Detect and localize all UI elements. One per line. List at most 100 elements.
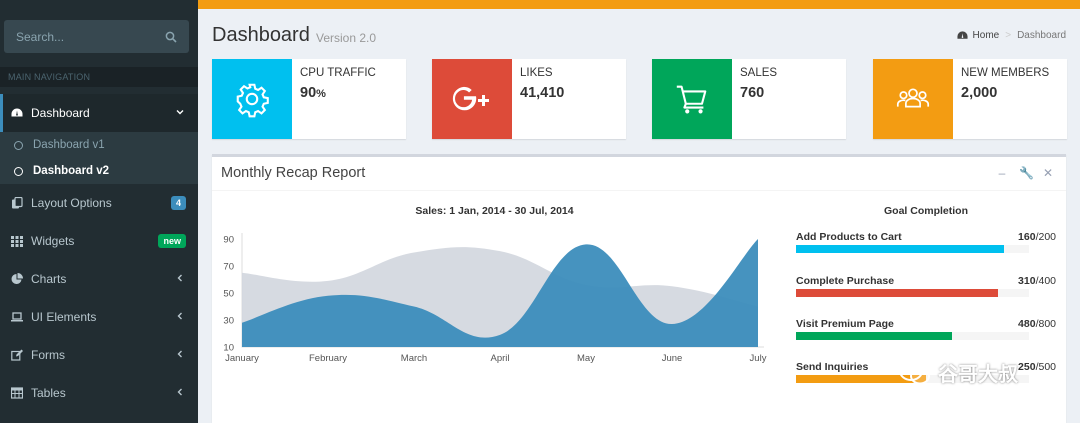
wechat-icon <box>899 360 930 384</box>
sidebar-item-tables[interactable]: Tables <box>0 374 198 412</box>
info-box-likes: LIKES 41,410 <box>432 59 626 139</box>
cpu-unit: % <box>316 88 326 100</box>
x-tick-label: May <box>577 353 595 364</box>
goal-value: 160/200 <box>1018 231 1056 243</box>
x-tick-label: March <box>401 353 427 364</box>
series-area-1 <box>242 239 758 347</box>
search-placeholder: Search... <box>16 29 65 44</box>
sidebar-item-dashboard[interactable]: Dashboard <box>0 94 198 132</box>
sidebar-item-ui-elements[interactable]: UI Elements <box>0 298 198 336</box>
info-box-value: 90% <box>300 85 326 101</box>
goal-item: Visit Premium Page 480/800 <box>796 318 1056 342</box>
nav-header: MAIN NAVIGATION <box>0 67 198 87</box>
users-icon <box>873 59 953 139</box>
circle-icon <box>14 166 23 176</box>
sidebar-item-label: Charts <box>31 272 67 286</box>
info-box-cpu-traffic: CPU TRAFFIC 90% <box>212 59 406 139</box>
laptop-icon <box>10 311 23 324</box>
breadcrumb-separator: > <box>1005 30 1012 41</box>
y-tick-label: 10 <box>223 343 234 354</box>
dashboard-icon <box>10 107 23 120</box>
sidebar-item-charts[interactable]: Charts <box>0 260 198 298</box>
goal-value: 480/800 <box>1018 318 1056 330</box>
search-input[interactable]: Search... <box>4 20 189 53</box>
chart-title: Sales: 1 Jan, 2014 - 30 Jul, 2014 <box>415 205 574 217</box>
watermark: 谷哥大叔 <box>898 358 1018 387</box>
breadcrumb-home-link[interactable]: Home <box>972 30 1000 41</box>
sidebar-item-label: Layout Options <box>31 196 112 210</box>
breadcrumb: Home > Dashboard <box>957 30 1066 41</box>
dashboard-icon <box>957 31 968 39</box>
box-tools: – 🔧 ✕ <box>996 166 1054 180</box>
collapse-icon[interactable]: – <box>998 166 1006 180</box>
info-box-label: SALES <box>740 67 778 79</box>
sidebar: Search... MAIN NAVIGATION Dashboard Dash… <box>0 0 198 423</box>
page-subtitle: Version 2.0 <box>316 31 377 45</box>
google-plus-icon <box>432 59 512 139</box>
progress-bar <box>796 289 1029 297</box>
chevron-down-icon <box>176 107 184 119</box>
progress-bar <box>796 245 1029 253</box>
edit-icon <box>10 349 23 362</box>
sidebar-item-widgets[interactable]: Widgets new <box>0 222 198 260</box>
monthly-recap-report: Monthly Recap Report – 🔧 ✕ Sales: 1 Jan,… <box>212 154 1066 423</box>
info-box-label: CPU TRAFFIC <box>300 67 376 79</box>
shopping-cart-icon <box>652 59 732 139</box>
watermark-text: 谷哥大叔 <box>938 364 1018 386</box>
progress-bar-fill <box>796 245 1004 253</box>
search-icon[interactable] <box>165 31 177 43</box>
goal-label: Send Inquiries <box>796 361 869 373</box>
sidebar-item-forms[interactable]: Forms <box>0 336 198 374</box>
sales-area-chart: 10 30 50 70 90 January February March April May Ju… <box>223 233 767 364</box>
submenu-label: Dashboard v2 <box>33 165 110 177</box>
sidebar-item-label: Tables <box>31 386 66 400</box>
sidebar-item-layout-options[interactable]: Layout Options 4 <box>0 184 198 222</box>
progress-bar-fill <box>796 375 926 383</box>
close-icon[interactable]: ✕ <box>1042 166 1054 180</box>
goal-label: Add Products to Cart <box>796 231 902 243</box>
chevron-left-icon <box>176 273 184 285</box>
sidebar-item-label: Dashboard <box>31 106 90 120</box>
submenu-label: Dashboard v1 <box>33 139 105 151</box>
report-title: Monthly Recap Report <box>221 165 366 181</box>
count-badge: 4 <box>170 196 186 210</box>
dashboard-submenu: Dashboard v1 Dashboard v2 <box>0 132 198 184</box>
cpu-value: 90 <box>300 85 317 101</box>
x-tick-label: July <box>750 353 767 364</box>
pie-chart-icon <box>10 273 23 286</box>
x-tick-label: April <box>490 353 509 364</box>
breadcrumb-current: Dashboard <box>1017 30 1066 41</box>
sidebar-item-label: Forms <box>31 348 65 362</box>
new-badge: new <box>158 234 186 248</box>
wrench-icon[interactable]: 🔧 <box>1019 166 1034 180</box>
goal-value: 310/400 <box>1018 275 1056 287</box>
page-title: Dashboard <box>212 24 310 46</box>
table-icon <box>10 387 23 400</box>
gear-icon <box>212 59 292 139</box>
info-box-label: LIKES <box>520 67 553 79</box>
progress-bar-fill <box>796 289 998 297</box>
submenu-item-dashboard-v2[interactable]: Dashboard v2 <box>14 165 109 177</box>
goal-label: Visit Premium Page <box>796 318 894 330</box>
sidebar-item-label: Widgets <box>31 234 75 248</box>
progress-bar-fill <box>796 332 952 340</box>
info-box-label: NEW MEMBERS <box>961 67 1050 79</box>
chevron-left-icon <box>176 349 184 361</box>
y-tick-label: 50 <box>223 289 234 300</box>
files-icon <box>10 197 23 210</box>
x-tick-label: January <box>225 353 259 364</box>
info-box-value: 41,410 <box>520 85 565 101</box>
chevron-left-icon <box>176 311 184 323</box>
goal-value: 250/500 <box>1018 361 1056 373</box>
goal-label: Complete Purchase <box>796 275 895 287</box>
y-tick-label: 90 <box>223 235 234 246</box>
sidebar-item-label: UI Elements <box>31 310 97 324</box>
info-box-value: 760 <box>740 85 765 101</box>
top-navbar <box>198 0 1080 9</box>
th-icon <box>10 235 23 248</box>
circle-icon <box>14 140 23 150</box>
submenu-item-dashboard-v1[interactable]: Dashboard v1 <box>14 139 105 151</box>
info-box-sales: SALES 760 <box>652 59 846 139</box>
y-tick-label: 30 <box>223 316 234 327</box>
info-box-new-members: NEW MEMBERS 2,000 <box>873 59 1067 139</box>
